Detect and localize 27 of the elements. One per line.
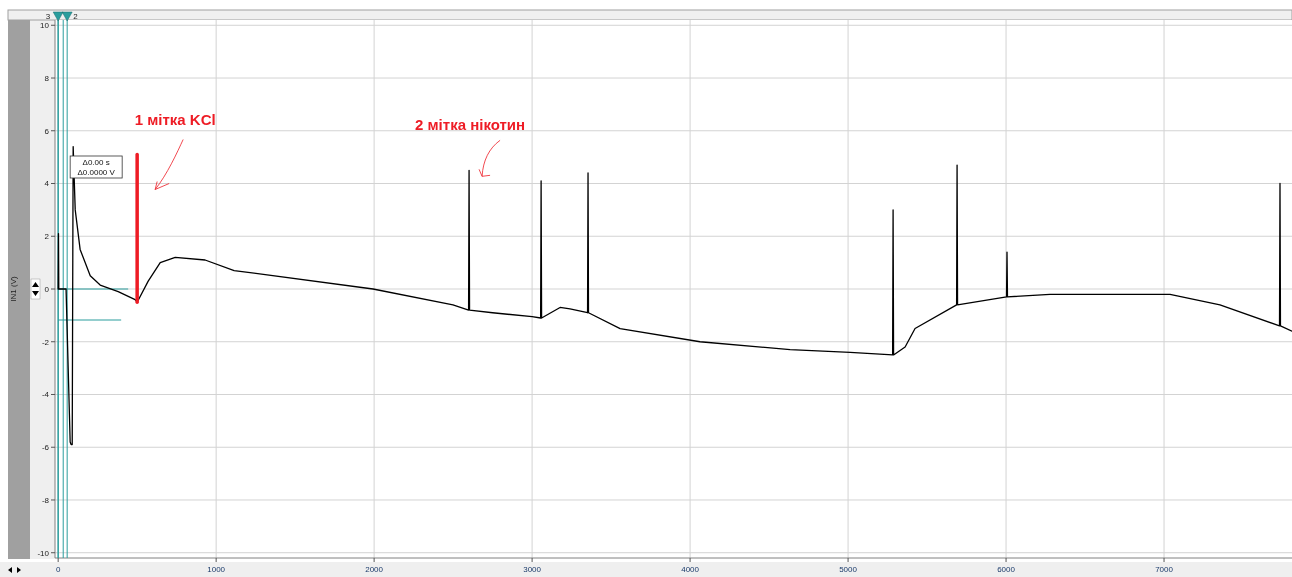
x-tick-label: 7000: [1155, 565, 1174, 574]
y-tick-label: 0: [44, 284, 50, 294]
annotation: Δ0.0000 V: [77, 168, 116, 177]
x-tick-label: 2000: [365, 565, 384, 574]
annotation: Δ0.00 s: [82, 158, 110, 167]
x-tick-label: 1000: [207, 565, 226, 574]
y-tick-label: 6: [44, 126, 50, 136]
y-tick-label: -6: [41, 443, 50, 453]
annotation: 2 мітка нікотин: [415, 116, 526, 134]
x-tick-label: 0: [55, 565, 61, 574]
x-tick-label: 3000: [523, 565, 542, 574]
y-axis-title: IN1 (V): [9, 276, 18, 302]
y-tick-label: 4: [44, 179, 50, 189]
x-tick-label: 4000: [681, 565, 700, 574]
y-tick-label: -10: [37, 548, 50, 558]
line-series: [57, 145, 1292, 446]
x-tick-label: 6000: [997, 565, 1016, 574]
y-tick-label: -4: [41, 390, 50, 400]
y-tick-label: 8: [44, 73, 50, 83]
text: 3: [45, 12, 51, 21]
annotation: 2: [73, 12, 79, 21]
annotation: 1 мітка KCl: [134, 110, 216, 128]
y-tick-label: -8: [41, 495, 50, 505]
y-tick-label: -2: [41, 337, 50, 347]
x-tick-label: 5000: [839, 565, 858, 574]
y-tick-label: 10: [40, 21, 50, 31]
y-tick-label: 2: [44, 232, 50, 242]
